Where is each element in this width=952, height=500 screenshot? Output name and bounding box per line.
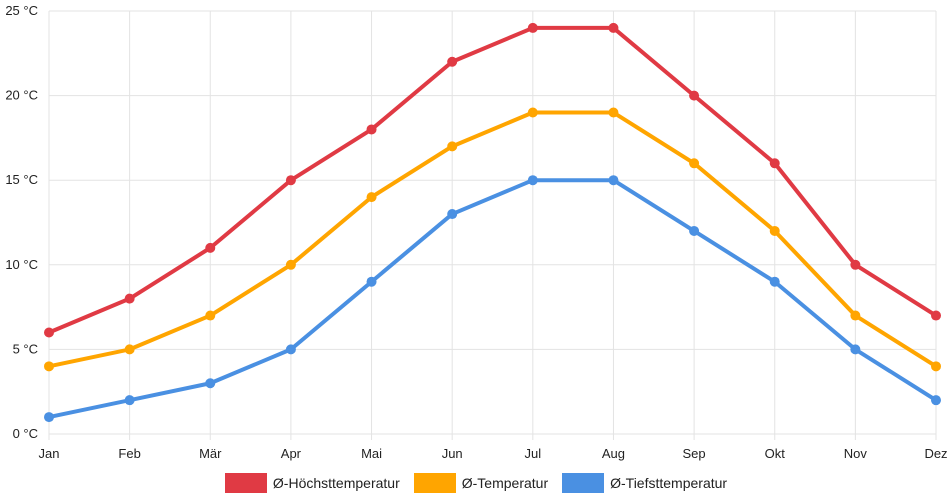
data-point[interactable] (447, 209, 458, 220)
data-point[interactable] (366, 276, 377, 287)
data-point[interactable] (850, 344, 861, 355)
grid (48, 10, 937, 440)
data-point[interactable] (527, 175, 538, 186)
data-point[interactable] (285, 175, 296, 186)
x-tick-label: Mär (199, 446, 222, 461)
x-tick-label: Nov (844, 446, 868, 461)
data-point[interactable] (447, 141, 458, 152)
data-point[interactable] (931, 310, 941, 321)
data-point[interactable] (205, 242, 216, 253)
data-point[interactable] (366, 192, 377, 203)
data-point[interactable] (44, 412, 54, 423)
series-line-2 (47, 178, 938, 420)
legend-swatch (413, 473, 456, 493)
data-point[interactable] (285, 259, 296, 270)
data-point[interactable] (124, 293, 135, 304)
data-point[interactable] (608, 22, 619, 33)
legend-swatch (562, 473, 605, 493)
data-point[interactable] (124, 344, 135, 355)
data-point[interactable] (769, 158, 780, 169)
data-point[interactable] (689, 158, 700, 169)
data-point[interactable] (931, 395, 941, 406)
temperature-line-chart: 0 °C 5 °C 10 °C 15 °C 20 °C 25 °C Jan Feb Mär Ap… (5, 3, 948, 461)
x-tick-label: Aug (602, 446, 625, 461)
data-point[interactable] (366, 124, 377, 135)
data-point[interactable] (124, 395, 135, 406)
data-point[interactable] (205, 378, 216, 389)
y-tick-label: 10 °C (5, 257, 38, 272)
data-point[interactable] (285, 344, 296, 355)
x-axis: Jan Feb Mär Apr Mai Jun Jul Aug Sep Okt Nov Dez (39, 446, 948, 461)
legend-item-1[interactable]: Ø-Temperatur (413, 473, 549, 493)
legend-label: Ø-Tiefsttemperatur (610, 475, 728, 491)
x-tick-label: Feb (118, 446, 140, 461)
y-axis: 0 °C 5 °C 10 °C 15 °C 20 °C 25 °C (5, 3, 38, 441)
legend-label: Ø-Höchsttemperatur (272, 475, 400, 491)
data-point[interactable] (689, 90, 700, 101)
data-point[interactable] (44, 327, 54, 338)
legend-item-0[interactable]: Ø-Höchsttemperatur (224, 473, 400, 493)
x-tick-label: Jun (442, 446, 463, 461)
x-tick-label: Okt (765, 446, 786, 461)
x-tick-label: Apr (281, 446, 302, 461)
x-tick-label: Dez (924, 446, 947, 461)
x-tick-label: Jan (39, 446, 60, 461)
data-point[interactable] (931, 361, 941, 372)
data-point[interactable] (527, 22, 538, 33)
data-point[interactable] (608, 175, 619, 186)
data-point[interactable] (689, 225, 700, 236)
series-lines (44, 22, 941, 423)
legend: Ø-Höchsttemperatur Ø-Temperatur Ø-Tiefstte… (0, 472, 952, 494)
y-tick-label: 5 °C (13, 341, 38, 356)
data-point[interactable] (769, 276, 780, 287)
data-point[interactable] (44, 361, 54, 372)
data-point[interactable] (527, 107, 538, 118)
legend-swatch (224, 473, 267, 493)
legend-label: Ø-Temperatur (461, 475, 549, 491)
series-line-0 (47, 25, 938, 335)
x-tick-label: Sep (683, 446, 706, 461)
y-tick-label: 0 °C (13, 426, 38, 441)
x-tick-label: Mai (361, 446, 382, 461)
legend-item-2[interactable]: Ø-Tiefsttemperatur (562, 473, 727, 493)
data-point[interactable] (205, 310, 216, 321)
y-tick-label: 20 °C (5, 88, 38, 103)
data-point[interactable] (769, 225, 780, 236)
data-point[interactable] (447, 56, 458, 67)
y-tick-label: 25 °C (5, 3, 38, 18)
data-point[interactable] (608, 107, 619, 118)
x-tick-label: Jul (525, 446, 542, 461)
y-tick-label: 15 °C (5, 172, 38, 187)
data-point[interactable] (850, 259, 861, 270)
series-line-1 (47, 110, 938, 369)
data-point[interactable] (850, 310, 861, 321)
